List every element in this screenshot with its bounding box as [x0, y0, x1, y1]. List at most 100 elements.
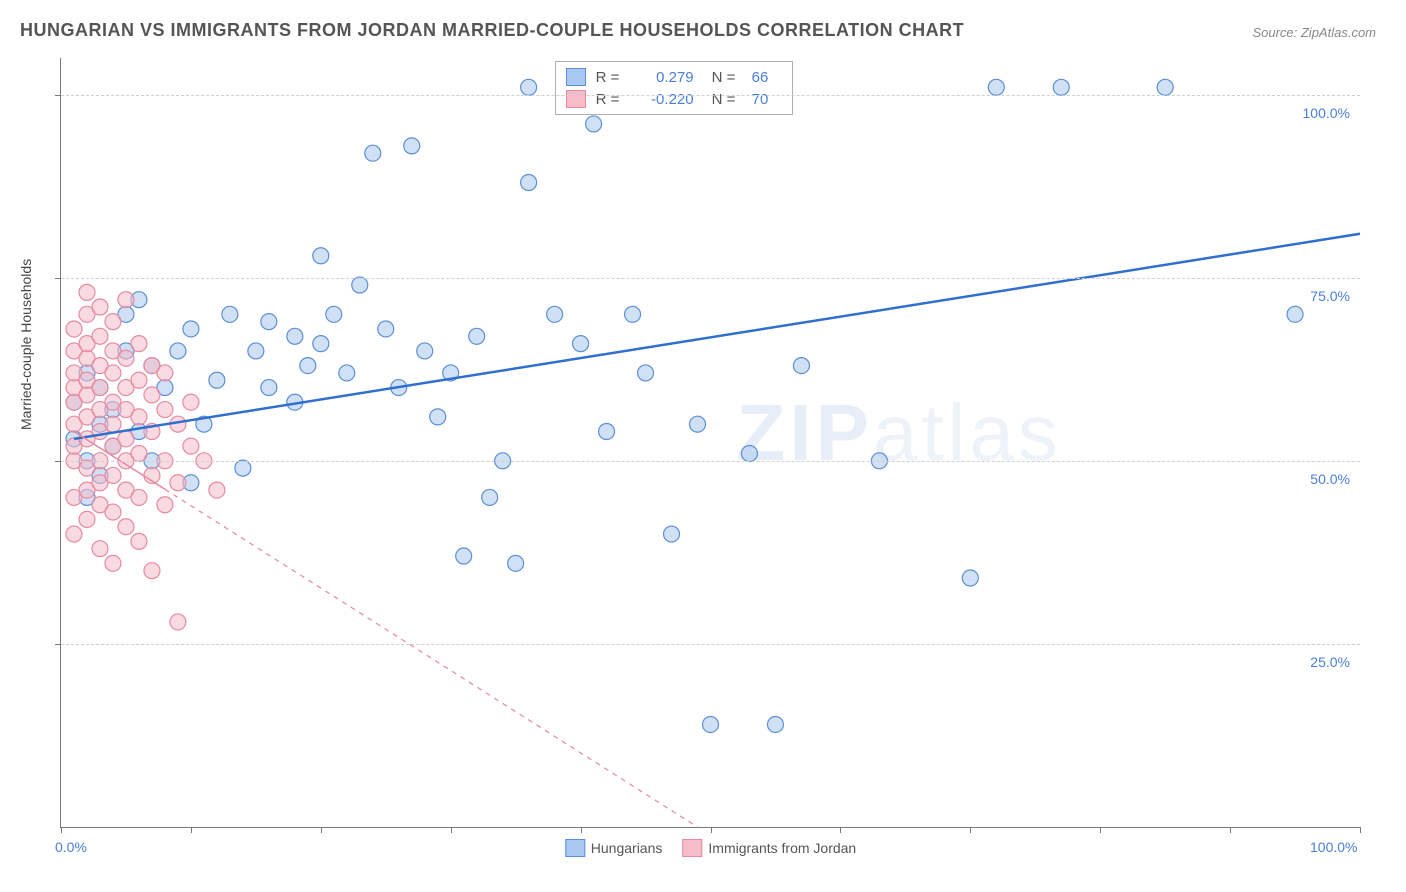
data-point [105, 467, 121, 483]
y-tick-label: 50.0% [1310, 471, 1350, 487]
legend-row-series-1: R = 0.279 N = 66 [566, 66, 782, 88]
y-axis-label: Married-couple Households [18, 259, 34, 430]
trend-line-extrapolated [165, 489, 698, 827]
data-point [417, 343, 433, 359]
data-point [767, 716, 783, 732]
data-point [365, 145, 381, 161]
source-attribution: Source: ZipAtlas.com [1252, 25, 1376, 40]
data-point [664, 526, 680, 542]
data-point [313, 248, 329, 264]
data-point [131, 409, 147, 425]
data-point [521, 79, 537, 95]
data-point [313, 336, 329, 352]
data-point [287, 328, 303, 344]
data-point [131, 533, 147, 549]
x-tick-label: 0.0% [55, 839, 87, 855]
data-point [183, 321, 199, 337]
data-point [235, 460, 251, 476]
data-point [508, 555, 524, 571]
data-point [469, 328, 485, 344]
gridline [61, 461, 1360, 462]
data-point [183, 394, 199, 410]
x-tick-mark [840, 827, 841, 833]
data-point [157, 497, 173, 513]
r-label: R = [596, 69, 624, 86]
data-point [430, 409, 446, 425]
data-point [92, 380, 108, 396]
data-point [79, 284, 95, 300]
data-point [92, 541, 108, 557]
data-point [378, 321, 394, 337]
y-tick-mark [55, 461, 61, 462]
data-point [131, 336, 147, 352]
data-point [131, 372, 147, 388]
data-point [339, 365, 355, 381]
legend-item-1: Hungarians [565, 839, 663, 857]
y-tick-label: 75.0% [1310, 288, 1350, 304]
legend-correlation: R = 0.279 N = 66 R = -0.220 N = 70 [555, 61, 793, 115]
x-tick-mark [451, 827, 452, 833]
gridline [61, 95, 1360, 96]
data-point [92, 299, 108, 315]
y-tick-mark [55, 95, 61, 96]
gridline [61, 644, 1360, 645]
y-tick-label: 100.0% [1303, 105, 1350, 121]
data-point [79, 511, 95, 527]
data-point [638, 365, 654, 381]
data-point [962, 570, 978, 586]
data-point [261, 314, 277, 330]
data-point [222, 306, 238, 322]
data-point [1157, 79, 1173, 95]
data-point [131, 489, 147, 505]
legend-item-2: Immigrants from Jordan [682, 839, 856, 857]
x-tick-mark [970, 827, 971, 833]
x-tick-mark [191, 827, 192, 833]
y-tick-label: 25.0% [1310, 654, 1350, 670]
data-point [105, 504, 121, 520]
data-point [105, 555, 121, 571]
data-point [105, 314, 121, 330]
data-point [741, 445, 757, 461]
data-point [703, 716, 719, 732]
x-tick-mark [321, 827, 322, 833]
data-point [170, 475, 186, 491]
data-point [66, 321, 82, 337]
x-tick-mark [1100, 827, 1101, 833]
data-point [793, 358, 809, 374]
y-tick-mark [55, 278, 61, 279]
y-tick-mark [55, 644, 61, 645]
legend-row-series-2: R = -0.220 N = 70 [566, 88, 782, 110]
data-point [1287, 306, 1303, 322]
data-point [352, 277, 368, 293]
data-point [118, 292, 134, 308]
data-point [118, 519, 134, 535]
data-point [404, 138, 420, 154]
data-point [300, 358, 316, 374]
n-label: N = [712, 69, 742, 86]
data-point [170, 343, 186, 359]
data-point [118, 431, 134, 447]
x-tick-mark [1360, 827, 1361, 833]
plot-area: ZIPatlas R = 0.279 N = 66 R = -0.220 N =… [60, 58, 1360, 828]
data-point [547, 306, 563, 322]
x-tick-mark [1230, 827, 1231, 833]
data-point [66, 526, 82, 542]
n-value-1: 66 [752, 69, 782, 86]
data-point [157, 402, 173, 418]
data-point [209, 482, 225, 498]
x-tick-mark [711, 827, 712, 833]
data-point [988, 79, 1004, 95]
data-point [105, 416, 121, 432]
data-point [625, 306, 641, 322]
r-value-1: 0.279 [634, 69, 694, 86]
n-value-2: 70 [752, 91, 782, 108]
trend-line [74, 234, 1360, 439]
legend-swatch-1 [566, 68, 586, 86]
data-point [482, 489, 498, 505]
data-point [170, 614, 186, 630]
data-point [1053, 79, 1069, 95]
data-point [690, 416, 706, 432]
chart-title: HUNGARIAN VS IMMIGRANTS FROM JORDAN MARR… [20, 20, 964, 41]
data-point [92, 328, 108, 344]
chart-svg [61, 58, 1360, 827]
